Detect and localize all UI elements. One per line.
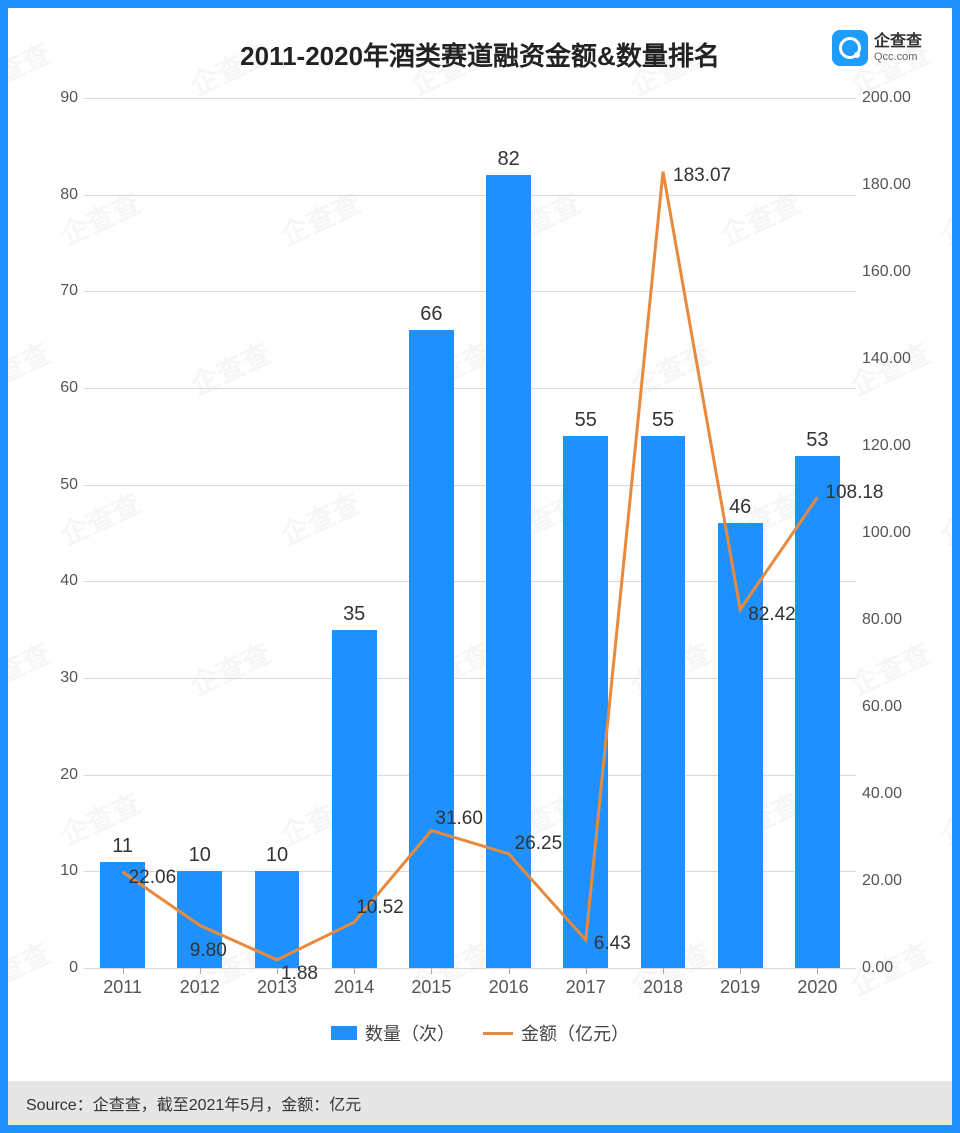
plot-area: 01020304050607080900.0020.0040.0060.0080… [84, 98, 856, 968]
x-tick-label: 2011 [103, 977, 142, 998]
brand-name-cn: 企查查 [874, 33, 922, 51]
y-right-tick-label: 120.00 [862, 437, 918, 455]
brand-icon [832, 30, 868, 66]
x-tick-label: 2018 [643, 977, 683, 998]
source-footer: Source：企查查，截至2021年5月，金额：亿元 [8, 1081, 952, 1125]
x-tick [123, 968, 124, 974]
x-tick-label: 2017 [566, 977, 606, 998]
y-left-tick-label: 10 [42, 862, 78, 880]
y-right-tick-label: 200.00 [862, 89, 918, 107]
legend: 数量（次） 金额（亿元） [38, 1020, 922, 1046]
x-tick [431, 968, 432, 974]
legend-bar-label: 数量（次） [365, 1020, 455, 1046]
line-value-label: 108.18 [825, 482, 883, 504]
y-left-tick-label: 80 [42, 186, 78, 204]
y-left-tick-label: 90 [42, 89, 78, 107]
y-right-tick-label: 60.00 [862, 698, 918, 716]
x-tick [586, 968, 587, 974]
brand-name-en: Qcc.com [874, 51, 922, 63]
legend-line-swatch [483, 1032, 513, 1035]
x-tick [817, 968, 818, 974]
line-series [84, 98, 856, 968]
x-tick-label: 2012 [180, 977, 220, 998]
x-tick [354, 968, 355, 974]
x-tick-label: 2020 [797, 977, 837, 998]
y-right-tick-label: 100.00 [862, 524, 918, 542]
y-left-tick-label: 60 [42, 379, 78, 397]
legend-line-label: 金额（亿元） [521, 1020, 629, 1046]
y-right-tick-label: 180.00 [862, 176, 918, 194]
y-left-tick-label: 40 [42, 572, 78, 590]
line-value-label: 183.07 [673, 165, 731, 187]
y-right-tick-label: 40.00 [862, 785, 918, 803]
line-value-label: 26.25 [515, 833, 563, 855]
y-right-tick-label: 0.00 [862, 959, 918, 977]
x-tick [663, 968, 664, 974]
x-tick [740, 968, 741, 974]
x-tick-label: 2016 [489, 977, 529, 998]
y-left-tick-label: 50 [42, 476, 78, 494]
y-left-tick-label: 70 [42, 282, 78, 300]
line-value-label: 10.52 [356, 897, 404, 919]
y-left-tick-label: 20 [42, 766, 78, 784]
line-value-label: 22.06 [129, 867, 177, 889]
line-value-label: 82.42 [748, 604, 796, 626]
chart-title: 2011-2020年酒类赛道融资金额&数量排名 [240, 36, 720, 73]
chart: 0 10 20 30 40 50 60 70 80 90 0.00 20.00 40.00 60.00 80… [38, 88, 922, 1008]
legend-bar: 数量（次） [331, 1020, 455, 1046]
y-right-tick-label: 20.00 [862, 872, 918, 890]
x-tick-label: 2014 [334, 977, 374, 998]
x-tick [200, 968, 201, 974]
brand-logo: 企查查 Qcc.com [832, 30, 922, 66]
chart-wrap: 0 10 20 30 40 50 60 70 80 90 0.00 20.00 40.00 60.00 80… [8, 88, 952, 1046]
header: 2011-2020年酒类赛道融资金额&数量排名 企查查 Qcc.com [8, 8, 952, 88]
x-tick [509, 968, 510, 974]
y-left-tick-label: 30 [42, 669, 78, 687]
y-left-tick-label: 0 [42, 959, 78, 977]
y-right-tick-label: 80.00 [862, 611, 918, 629]
line-value-label: 31.60 [435, 808, 483, 830]
line-value-label: 1.88 [281, 963, 318, 985]
line-value-label: 6.43 [594, 933, 631, 955]
line-value-label: 9.80 [190, 940, 227, 962]
legend-bar-swatch [331, 1026, 357, 1040]
brand-text: 企查查 Qcc.com [874, 33, 922, 63]
x-tick-label: 2015 [411, 977, 451, 998]
x-tick-label: 2019 [720, 977, 760, 998]
legend-line: 金额（亿元） [483, 1020, 629, 1046]
y-right-tick-label: 140.00 [862, 350, 918, 368]
y-right-tick-label: 160.00 [862, 263, 918, 281]
chart-frame: 企查查企查查企查查企查查企查查企查查企查查企查查企查查企查查企查查企查查企查查企… [0, 0, 960, 1133]
x-tick [277, 968, 278, 974]
